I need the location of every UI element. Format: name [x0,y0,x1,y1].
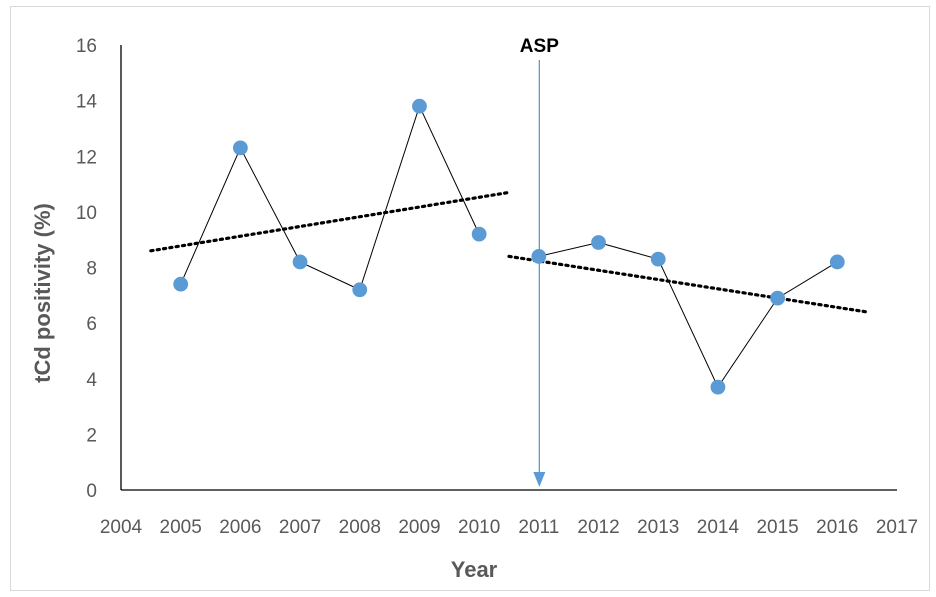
trendline-2 [507,254,869,314]
annotation-arrowhead [533,472,546,487]
y-tick-label: 14 [76,92,98,113]
data-point [650,251,666,267]
series-lines [180,104,838,389]
x-tick-label: 2014 [697,517,740,538]
y-tick-label: 10 [76,203,97,224]
x-tick-label: 2015 [756,517,798,538]
series-line-1 [180,104,480,291]
x-tick-label: 2011 [518,517,559,538]
x-axis-title: Year [451,557,498,582]
y-tick-label: 6 [86,314,97,335]
y-tick-label: 12 [76,147,97,168]
x-tick-label: 2004 [100,517,143,538]
trendlines [149,190,869,314]
x-tick-label: 2012 [577,517,619,538]
x-tick-label: 2010 [458,517,500,538]
trendline-1 [149,190,511,253]
x-tick-label: 2007 [279,517,321,538]
x-tick-label: 2005 [160,517,202,538]
y-tick-label: 16 [76,36,97,57]
y-tick-label: 4 [86,370,97,391]
data-point [710,379,726,395]
y-tick-label: 2 [86,425,97,446]
y-tick-label: 0 [86,481,97,502]
x-tick-labels: 2004 2005 2006 2007 2008 2009 2010 2011 2012 2013… [100,517,918,538]
data-point [173,276,189,292]
data-point [531,248,547,264]
data-point [352,282,368,298]
data-point [471,226,487,242]
data-point [829,254,845,270]
data-point [591,235,606,250]
x-tick-label: 2006 [219,517,261,538]
data-point [412,98,427,114]
markers [173,98,845,395]
annotations: ASP [520,36,559,487]
x-tick-label: 2008 [339,517,381,538]
data-point [232,140,248,156]
annotation-label: ASP [520,36,559,57]
x-tick-label: 2009 [398,517,440,538]
y-tick-labels: 0 2 4 6 8 10 12 14 16 [76,36,98,502]
x-tick-label: 2016 [816,517,858,538]
y-axis-title: tCd positivity (%) [30,203,55,383]
data-point [292,254,308,270]
x-tick-label: 2017 [876,517,918,538]
series-line-2 [538,241,838,389]
chart-frame [10,6,930,591]
y-tick-label: 8 [86,259,97,280]
x-tick-label: 2013 [637,517,679,538]
axes [120,45,897,491]
data-point [770,290,786,306]
